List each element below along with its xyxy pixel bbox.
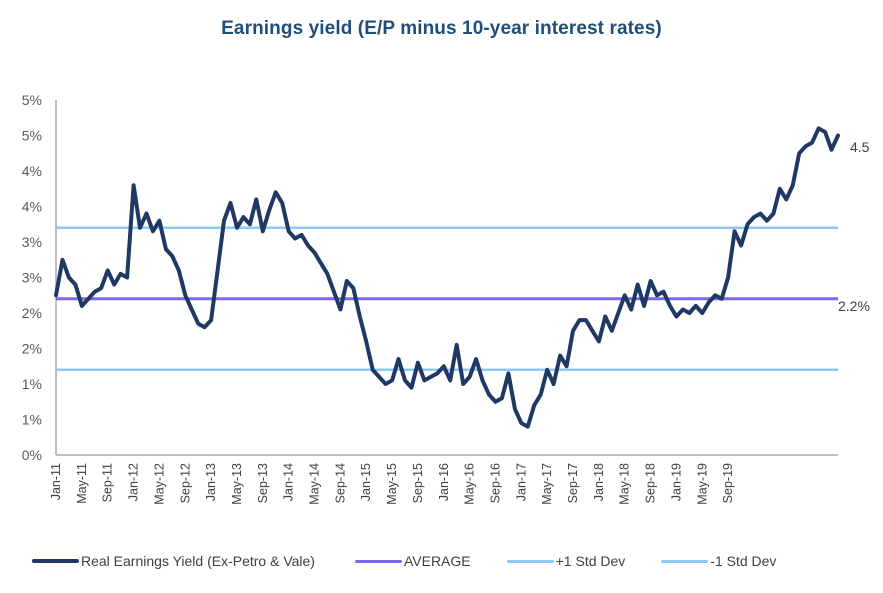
x-tick-label: Sep-11 <box>101 463 115 502</box>
legend-item-minus-1-std-dev[interactable]: -1 Std Dev <box>661 553 776 569</box>
x-tick-label: Sep-14 <box>333 463 347 503</box>
x-tick-label: Jan-15 <box>359 463 373 501</box>
chart-title: Earnings yield (E/P minus 10-year intere… <box>221 18 662 39</box>
legend-swatch-minus-1-std-dev <box>661 559 709 563</box>
x-tick-label: Jan-18 <box>592 463 606 501</box>
x-axis-ticks: Jan-11 May-11 Sep-11 Jan-12 May-12 Sep-12 Jan-… <box>49 463 735 505</box>
x-tick-label: May-18 <box>618 463 632 505</box>
y-tick-label: 3% <box>22 270 42 286</box>
x-tick-label: Jan-13 <box>204 463 218 501</box>
y-tick-label: 3% <box>22 234 42 250</box>
y-tick-label: 1% <box>22 376 42 392</box>
x-tick-label: May-11 <box>75 463 89 504</box>
x-tick-label: Jan-12 <box>127 463 141 501</box>
y-tick-label: 0% <box>22 447 42 463</box>
y-tick-label: 2% <box>22 305 42 321</box>
legend-swatch-average <box>354 559 402 563</box>
x-tick-label: May-14 <box>308 463 322 505</box>
x-tick-label: May-15 <box>385 463 399 505</box>
y-tick-label: 5% <box>22 128 42 144</box>
x-tick-label: May-12 <box>152 463 166 505</box>
legend-label-plus-1-std-dev: +1 Std Dev <box>555 553 626 569</box>
y-tick-label: 5% <box>22 92 42 108</box>
x-tick-label: Jan-17 <box>514 463 528 501</box>
x-tick-label: Jan-14 <box>282 463 296 501</box>
legend-label-real-earnings-yield: Real Earnings Yield (Ex-Petro & Vale) <box>81 553 315 569</box>
end-label-average: 2.2% <box>838 298 870 314</box>
x-tick-label: Sep-13 <box>256 463 270 503</box>
x-tick-label: Sep-17 <box>566 463 580 503</box>
y-tick-label: 4% <box>22 163 42 179</box>
x-tick-label: Jan-11 <box>49 463 63 500</box>
x-tick-label: Sep-18 <box>644 463 658 503</box>
legend-swatch-plus-1-std-dev <box>506 559 554 563</box>
legend-label-minus-1-std-dev: -1 Std Dev <box>710 553 777 569</box>
x-tick-label: May-19 <box>695 463 709 505</box>
x-tick-label: May-17 <box>540 463 554 505</box>
y-tick-label: 4% <box>22 199 42 215</box>
x-tick-label: Sep-16 <box>488 463 502 503</box>
x-tick-label: May-13 <box>230 463 244 505</box>
legend-label-average: AVERAGE <box>403 553 471 569</box>
legend: Real Earnings Yield (Ex-Petro & Vale) AV… <box>32 551 798 571</box>
y-tick-label: 2% <box>22 341 42 357</box>
x-tick-label: Jan-16 <box>437 463 451 501</box>
legend-swatch-real-earnings-yield <box>32 559 79 563</box>
y-tick-label: 1% <box>22 412 42 428</box>
chart-canvas: 0% 1% 1% 2% 2% 3% 3% 4% 4% 5% 5% Jan-11 May-11 Sep-1… <box>22 92 870 505</box>
y-axis-ticks: 0% 1% 1% 2% 2% 3% 3% 4% 4% 5% 5% <box>22 92 42 463</box>
x-tick-label: Sep-15 <box>411 463 425 503</box>
x-tick-label: Sep-19 <box>721 463 735 503</box>
x-tick-label: May-16 <box>463 463 477 505</box>
legend-item-real-earnings-yield[interactable]: Real Earnings Yield (Ex-Petro & Vale) <box>32 553 315 569</box>
x-tick-label: Jan-19 <box>669 463 683 501</box>
legend-item-average[interactable]: AVERAGE <box>354 553 471 569</box>
legend-item-plus-1-std-dev[interactable]: +1 Std Dev <box>506 553 626 569</box>
end-label-real-earnings-yield: 4.5 <box>850 139 870 155</box>
x-tick-label: Sep-12 <box>178 463 192 503</box>
series-line-real-earnings-yield <box>54 126 840 429</box>
